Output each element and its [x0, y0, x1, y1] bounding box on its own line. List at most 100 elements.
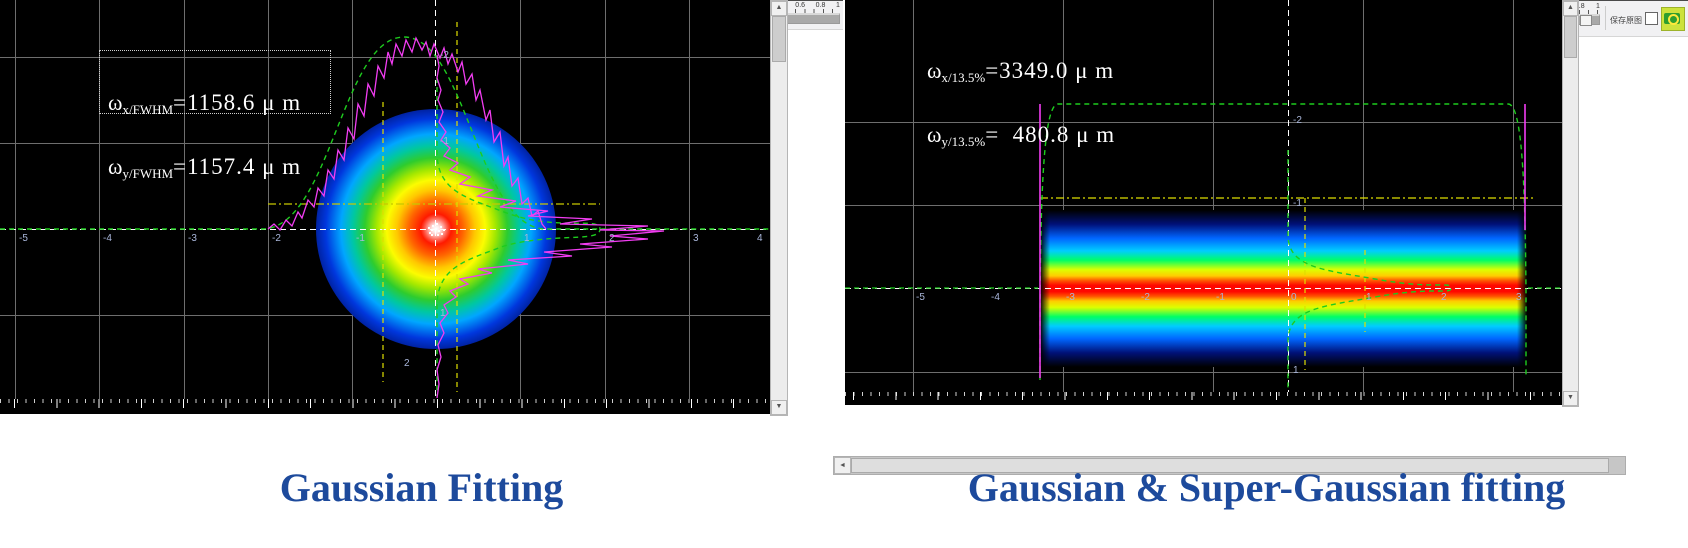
x-tick-label: -2 — [272, 233, 281, 244]
omega-symbol: ω — [108, 154, 123, 180]
ruler-ticks — [740, 9, 840, 13]
gridline — [605, 0, 606, 414]
scroll-down-button[interactable]: ▼ — [771, 400, 787, 415]
gridline — [845, 122, 1562, 123]
gridline — [1063, 0, 1064, 405]
y-tick-label: 1 — [1293, 365, 1299, 376]
measurement-value: = 480.8 μ m — [985, 122, 1116, 148]
annotation-line: ωx/13.5%=3349.0 μ m — [927, 58, 1115, 86]
y-tick-label: -2 — [1293, 115, 1302, 126]
opacity-tick: 1 — [836, 2, 840, 9]
left-measurement-annotation: ωx/FWHM=1158.6 μ m ωy/FWHM=1157.4 μ m — [99, 50, 331, 181]
x-tick-label: 0 — [1291, 292, 1297, 303]
right-measurement-annotation: ωx/13.5%=3349.0 μ m ωy/13.5%= 480.8 μ m — [927, 22, 1115, 186]
gridline — [15, 0, 16, 414]
ruler-major-ticks — [14, 399, 770, 408]
omega-symbol: ω — [108, 90, 123, 115]
gridline — [99, 0, 100, 414]
x-tick-label: -5 — [19, 233, 28, 244]
x-tick-label: 1 — [1366, 292, 1372, 303]
opacity-tick: 0.6 — [795, 2, 806, 9]
gridline — [913, 0, 914, 405]
subscript: x/FWHM — [122, 102, 174, 118]
right-caption: Gaussian & Super-Gaussian fitting — [967, 465, 1566, 510]
left-vertical-axis — [435, 0, 436, 414]
ruler-major-ticks — [853, 392, 1562, 400]
scroll-up-button[interactable]: ▲ — [771, 1, 787, 16]
subscript: y/FWHM — [122, 166, 174, 182]
gridline — [0, 57, 770, 58]
gridline — [845, 205, 1562, 206]
separator — [1605, 6, 1606, 30]
scrollbar-thumb[interactable] — [851, 458, 1609, 473]
gridline — [1363, 0, 1364, 405]
subscript: y/13.5% — [941, 134, 986, 150]
annotation-line: ωy/13.5%= 480.8 μ m — [927, 122, 1115, 150]
y-tick-label: -2 — [440, 50, 449, 61]
gridline — [1513, 0, 1514, 405]
x-tick-label: -4 — [103, 233, 112, 244]
scroll-down-button[interactable]: ▼ — [1563, 391, 1578, 406]
scrollbar-thumb[interactable] — [772, 16, 786, 62]
right-vertical-scrollbar[interactable]: ▲ ▼ — [1562, 0, 1579, 407]
up-arrow-icon: ▲ — [1567, 4, 1574, 11]
x-tick-label: 3 — [693, 233, 699, 244]
annotation-line: ωy/FWHM=1157.4 μ m — [108, 154, 322, 182]
subscript: x/13.5% — [941, 70, 986, 86]
left-arrow-icon: ◄ — [839, 462, 846, 469]
y-tick-label: -1 — [440, 136, 449, 147]
y-tick-label: 2 — [404, 358, 410, 369]
x-tick-label: -3 — [188, 233, 197, 244]
x-tick-label: -5 — [916, 292, 925, 303]
gridline — [268, 0, 269, 414]
camera-lens — [1668, 14, 1679, 25]
measurement-value: =1157.4 μ m — [173, 154, 302, 180]
y-profile-gaussian-fit — [1287, 150, 1452, 390]
gridline — [689, 0, 690, 414]
right-opacity-slider-handle[interactable] — [1580, 15, 1592, 26]
left-bottom-ruler — [0, 399, 770, 414]
opacity-tick: 1 — [1596, 3, 1600, 10]
right-bottom-ruler — [845, 392, 1562, 405]
right-horizontal-scrollbar[interactable]: ◄ — [833, 456, 1626, 475]
x-profile-gaussian-fit — [0, 36, 770, 230]
y-tick-label: 1 — [440, 308, 446, 319]
right-plot[interactable]: ωx/13.5%=3349.0 μ m ωy/13.5%= 480.8 μ m … — [845, 0, 1562, 405]
x-tick-label: -1 — [356, 233, 365, 244]
left-horizontal-axis — [0, 229, 770, 230]
gridline — [184, 0, 185, 414]
x-profile-measured — [267, 36, 547, 232]
y-profile-measured — [436, 54, 665, 399]
y-tick-label: -1 — [1293, 198, 1302, 209]
x-tick-label: -2 — [1141, 292, 1150, 303]
right-horizontal-axis — [845, 288, 1562, 289]
scrollbar-thumb[interactable] — [1564, 16, 1577, 58]
omega-symbol: ω — [927, 58, 942, 83]
x-tick-label: 2 — [1441, 292, 1447, 303]
down-arrow-icon: ▼ — [775, 403, 783, 410]
down-arrow-icon: ▼ — [1567, 394, 1574, 401]
left-caption: Gaussian Fitting — [279, 465, 564, 510]
annotation-line: ωx/FWHM=1158.6 μ m — [108, 90, 322, 118]
camera-icon[interactable] — [1661, 7, 1685, 31]
scroll-up-button[interactable]: ▲ — [1563, 1, 1578, 16]
left-vertical-scrollbar[interactable]: ▲ ▼ — [770, 0, 788, 416]
x-tick-label: -4 — [991, 292, 1000, 303]
opacity-tick: 0.8 — [1574, 3, 1585, 10]
x-tick-label: 2 — [609, 233, 615, 244]
left-plot[interactable]: ωx/FWHM=1158.6 μ m ωy/FWHM=1157.4 μ m -5… — [0, 0, 770, 414]
x-tick-label: 4 — [757, 233, 763, 244]
gridline — [1213, 0, 1214, 405]
scroll-left-button[interactable]: ◄ — [834, 457, 851, 474]
x-tick-label: 1 — [524, 233, 530, 244]
save-original-label: 保存原图 — [1610, 16, 1642, 25]
x-tick-label: -1 — [1216, 292, 1225, 303]
measurement-value: =1158.6 μ m — [173, 90, 302, 115]
gridline — [845, 372, 1562, 373]
right-profile-curves — [845, 103, 1562, 390]
omega-symbol: ω — [927, 122, 942, 148]
save-checkbox[interactable] — [1645, 12, 1658, 25]
x-tick-label: 3 — [1516, 292, 1522, 303]
y-profile-gaussian-fit — [436, 78, 601, 396]
